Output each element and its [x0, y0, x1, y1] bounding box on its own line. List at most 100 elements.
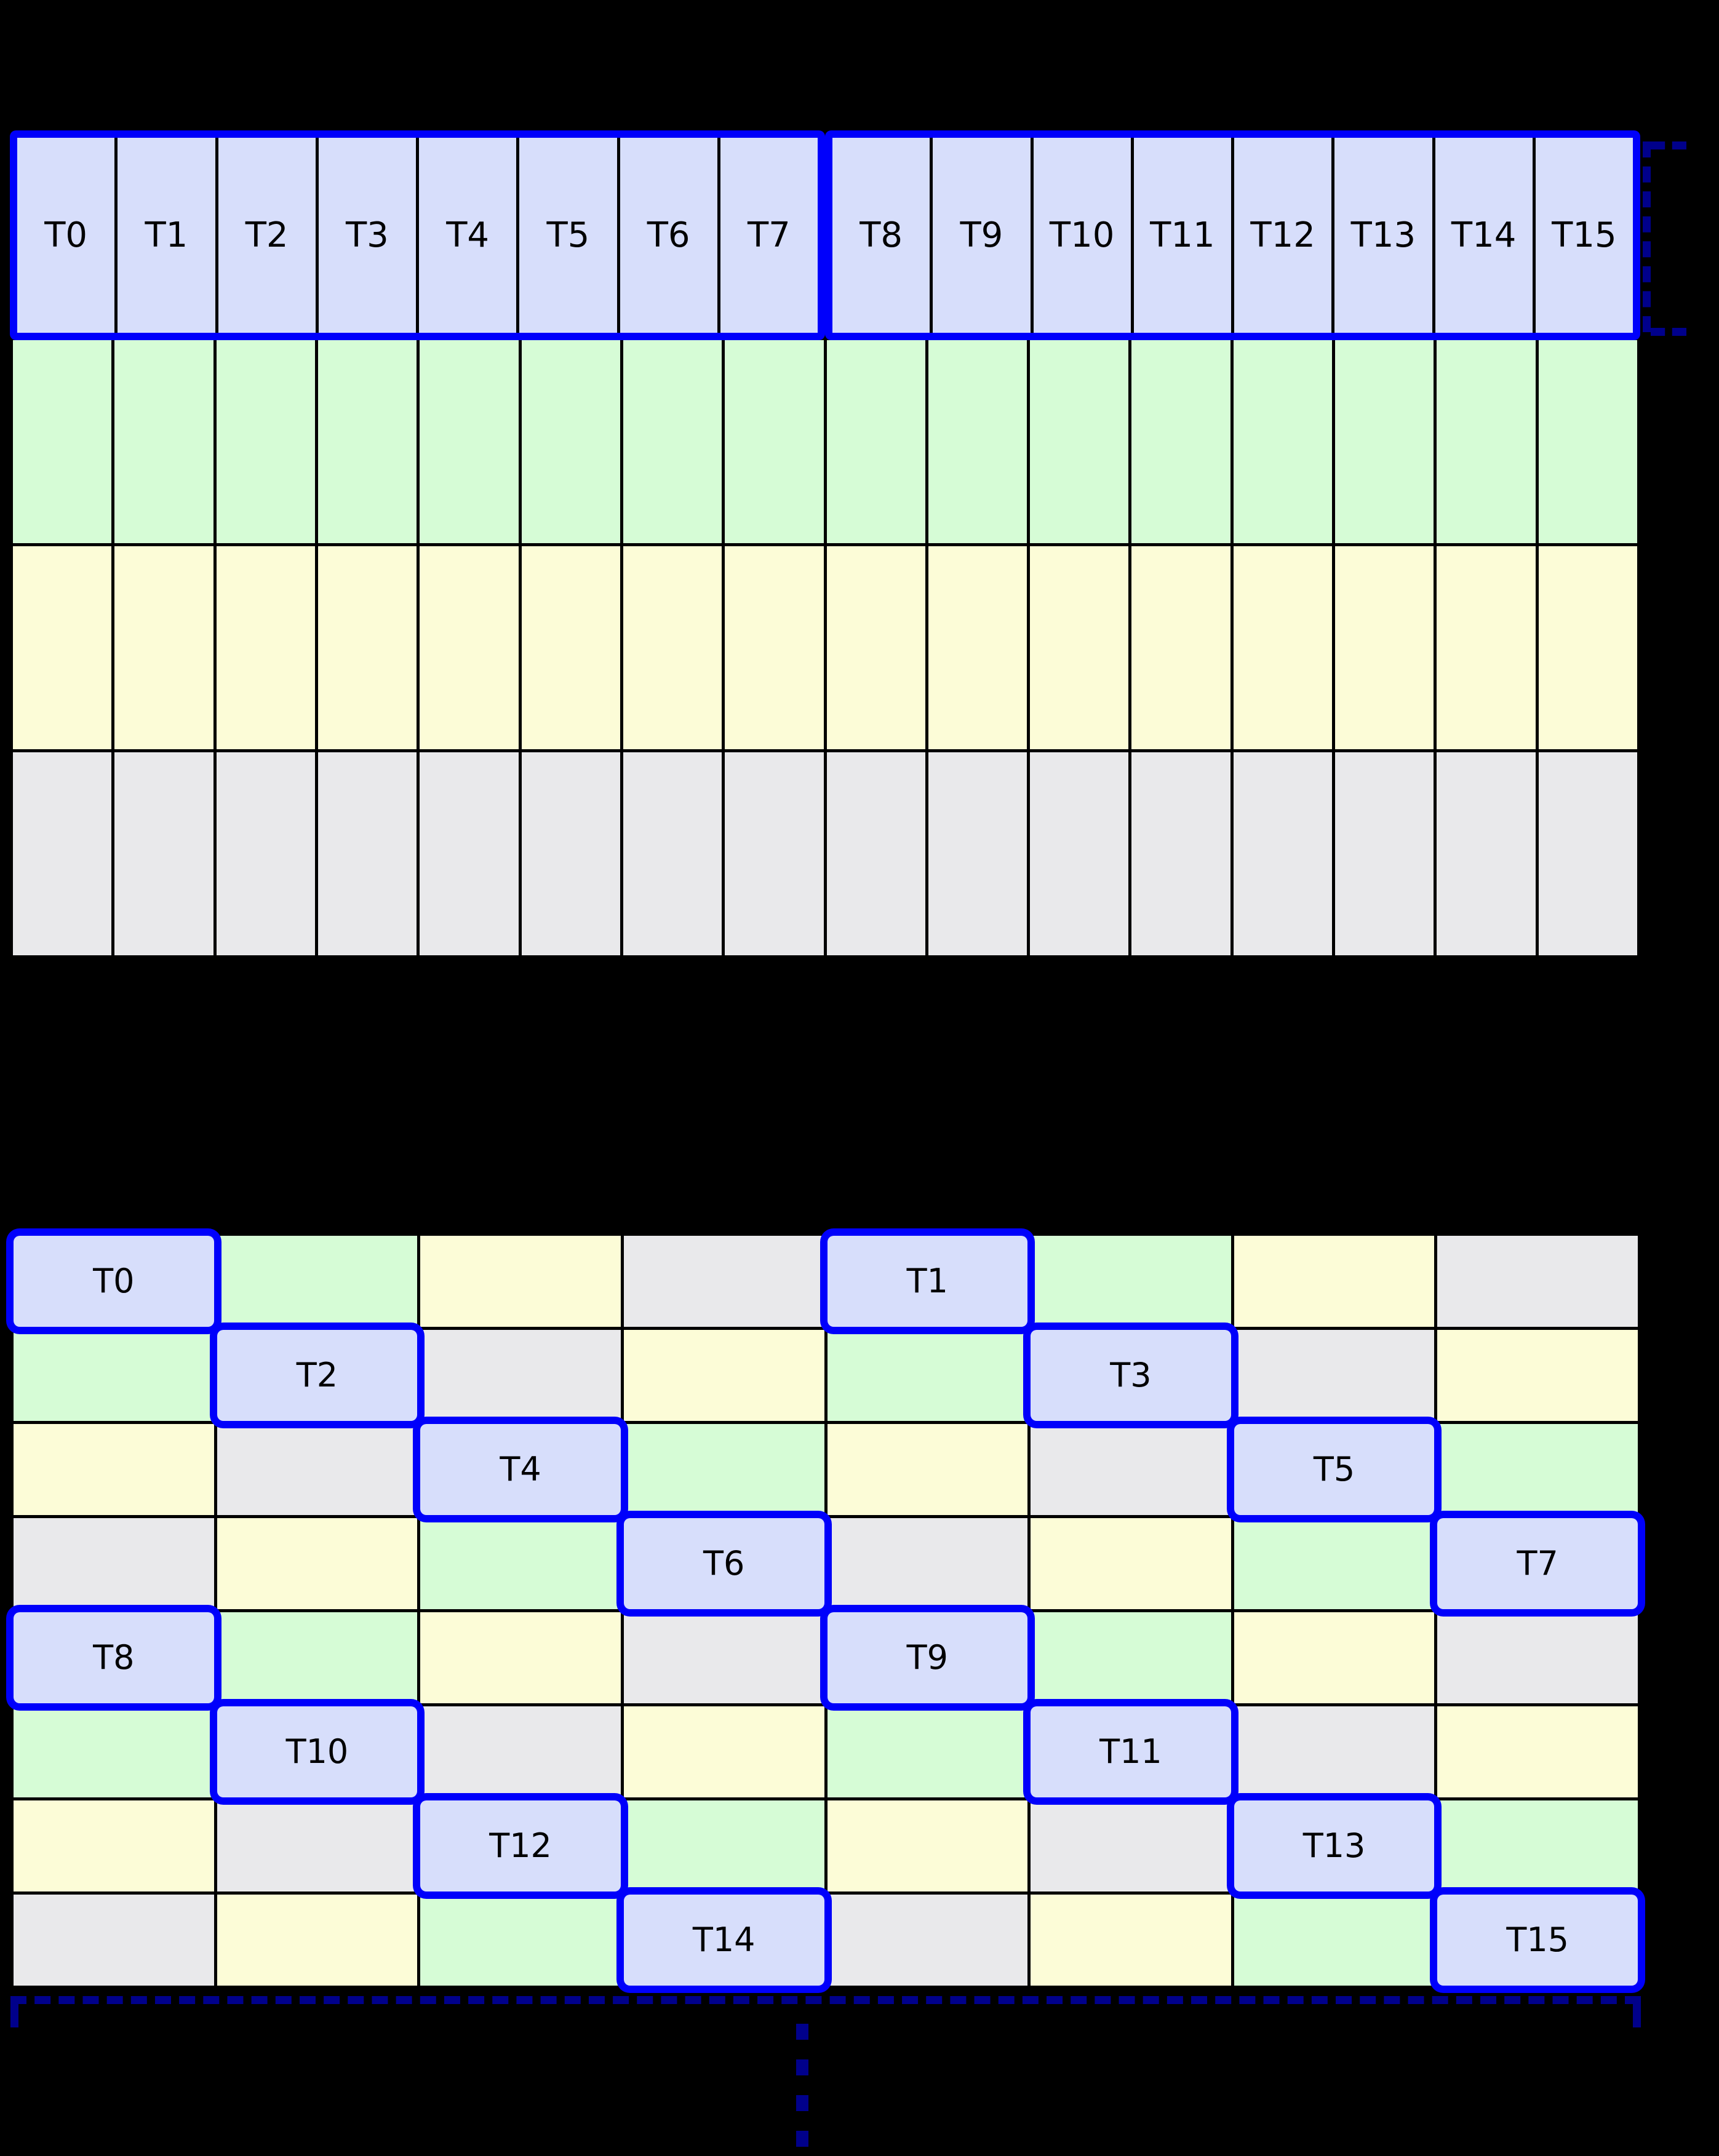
memory-cell-row3-col8: [826, 752, 925, 955]
swizzled-cell-r5c6: [1234, 1706, 1435, 1797]
memory-cell-row3-col7: [725, 752, 824, 955]
bracket-vertical-line: [1643, 141, 1651, 332]
memory-cell-row2-col12: [1233, 546, 1333, 749]
top-thread-cell-t5: T5: [519, 138, 617, 333]
memory-cell-row1-col9: [928, 340, 1027, 543]
top-thread-cell-t12: T12: [1234, 138, 1332, 333]
top-thread-cell-t7: T7: [720, 138, 818, 333]
swizzled-cell-r4c1: [217, 1612, 418, 1703]
memory-cell-row3-col4: [420, 752, 519, 955]
memory-rows: [10, 340, 1640, 958]
memory-cell-row2-col4: [420, 546, 519, 749]
memory-cell-row3-col5: [521, 752, 620, 955]
memory-cell-row3-col14: [1437, 752, 1536, 955]
top-thread-cell-t4: T4: [419, 138, 517, 333]
ellipsis-dash-0: [796, 2024, 808, 2040]
top-thread-cell-t14: T14: [1435, 138, 1533, 333]
memory-cell-row1-col1: [114, 340, 213, 543]
swizzled-thread-cell-t7: T7: [1437, 1518, 1638, 1609]
swizzled-thread-cell-t10: T10: [217, 1706, 418, 1797]
top-thread-cell-t11: T11: [1133, 138, 1231, 333]
swizzled-cell-r7c6: [1234, 1895, 1435, 1986]
swizzled-cell-r1c4: [827, 1330, 1028, 1421]
memory-cell-row2-col2: [216, 546, 315, 749]
memory-cell-row3-col9: [928, 752, 1027, 955]
swizzled-thread-cell-t0: T0: [14, 1236, 214, 1327]
memory-cell-row3-col12: [1233, 752, 1333, 955]
memory-cell-row2-col7: [725, 546, 824, 749]
swizzled-cell-r0c6: [1234, 1236, 1435, 1327]
swizzled-cell-r5c7: [1437, 1706, 1638, 1797]
swizzled-thread-cell-t12: T12: [420, 1800, 621, 1891]
swizzled-cell-r2c4: [827, 1424, 1028, 1515]
memory-cell-row1-col0: [13, 340, 112, 543]
top-thread-cell-t3: T3: [318, 138, 416, 333]
memory-cell-row2-col13: [1335, 546, 1434, 749]
memory-cell-row1-col10: [1030, 340, 1129, 543]
swizzled-cell-r3c2: [420, 1518, 621, 1609]
swizzled-cell-r1c2: [420, 1330, 621, 1421]
swizzled-cell-r5c0: [14, 1706, 214, 1797]
swizzled-thread-cell-t1: T1: [827, 1236, 1028, 1327]
swizzled-thread-cell-t8: T8: [14, 1612, 214, 1703]
swizzled-cell-r0c1: [217, 1236, 418, 1327]
memory-cell-row3-col0: [13, 752, 112, 955]
memory-cell-row2-col10: [1030, 546, 1129, 749]
swizzled-cell-r2c3: [623, 1424, 824, 1515]
swizzled-cell-r0c2: [420, 1236, 621, 1327]
memory-cell-row1-col6: [623, 340, 722, 543]
top-thread-cell-t1: T1: [118, 138, 215, 333]
swizzled-cell-r2c0: [14, 1424, 214, 1515]
top-thread-cell-t15: T15: [1535, 138, 1633, 333]
memory-cell-row1-col4: [420, 340, 519, 543]
swizzled-thread-cell-t2: T2: [217, 1330, 418, 1421]
swizzled-cell-r3c0: [14, 1518, 214, 1609]
swizzled-cell-r2c5: [1031, 1424, 1231, 1515]
memory-cell-row1-col3: [317, 340, 417, 543]
swizzled-grid: T0 T1 T2 T3 T4 T5 T6 T7 T8 T9 T10 T11 T12 T13 T14 T15: [10, 1233, 1641, 1989]
swizzled-thread-cell-t4: T4: [420, 1424, 621, 1515]
memory-cell-row1-col12: [1233, 340, 1333, 543]
memory-cell-row1-col5: [521, 340, 620, 543]
memory-cell-row1-col2: [216, 340, 315, 543]
ellipsis-dash-3: [796, 2131, 808, 2147]
swizzled-cell-r6c1: [217, 1800, 418, 1891]
memory-cell-row3-col6: [623, 752, 722, 955]
top-thread-cell-t2: T2: [218, 138, 316, 333]
swizzled-cell-r1c6: [1234, 1330, 1435, 1421]
top-thread-cell-t6: T6: [620, 138, 717, 333]
swizzled-cell-r5c4: [827, 1706, 1028, 1797]
memory-cell-row2-col3: [317, 546, 417, 749]
swizzled-cell-r5c2: [420, 1706, 621, 1797]
top-thread-cell-t13: T13: [1334, 138, 1432, 333]
swizzled-cell-r4c3: [623, 1612, 824, 1703]
swizzled-cell-r0c7: [1437, 1236, 1638, 1327]
swizzled-cell-r6c3: [623, 1800, 824, 1891]
swizzled-cell-r6c5: [1031, 1800, 1231, 1891]
memory-cell-row1-col14: [1437, 340, 1536, 543]
top-thread-cell-t8: T8: [832, 138, 930, 333]
swizzled-cell-r1c0: [14, 1330, 214, 1421]
memory-cell-row3-col13: [1335, 752, 1434, 955]
swizzled-cell-r3c4: [827, 1518, 1028, 1609]
swizzled-thread-cell-t14: T14: [623, 1895, 824, 1986]
swizzled-cell-r7c4: [827, 1895, 1028, 1986]
memory-cell-row3-col11: [1131, 752, 1230, 955]
memory-cell-row2-col1: [114, 546, 213, 749]
memory-cell-row1-col13: [1335, 340, 1434, 543]
swizzled-cell-r3c6: [1234, 1518, 1435, 1609]
memory-cell-row1-col11: [1131, 340, 1230, 543]
warp-group-0: T0 T1 T2 T3 T4 T5 T6 T7: [10, 130, 825, 340]
swizzled-cell-r7c0: [14, 1895, 214, 1986]
swizzled-cell-r2c1: [217, 1424, 418, 1515]
memory-cell-row2-col6: [623, 546, 722, 749]
swizzled-cell-r7c1: [217, 1895, 418, 1986]
memory-cell-row2-col5: [521, 546, 620, 749]
swizzled-cell-r4c6: [1234, 1612, 1435, 1703]
top-thread-cell-t0: T0: [17, 138, 115, 333]
swizzled-thread-cell-t6: T6: [623, 1518, 824, 1609]
continuation-ellipsis: [796, 2024, 808, 2147]
swizzled-cell-r1c7: [1437, 1330, 1638, 1421]
memory-cell-row2-col11: [1131, 546, 1230, 749]
